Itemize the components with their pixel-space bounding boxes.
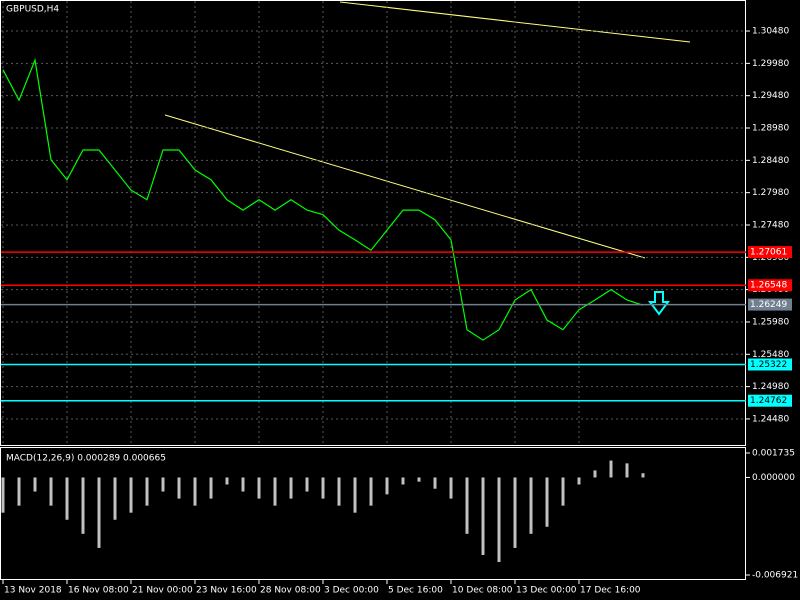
macd-bar: [65, 477, 69, 520]
macd-bar: [337, 477, 341, 506]
level-label-box: [748, 358, 792, 371]
y-tick-label: 1.27480: [752, 220, 789, 230]
macd-bar: [321, 477, 325, 499]
macd-bar: [17, 477, 21, 506]
level-label: 1.26249: [750, 300, 787, 310]
main-panel-frame: [0, 0, 746, 446]
macd-bar: [433, 477, 437, 489]
macd-bar: [273, 477, 277, 506]
y-tick-label: 0.000000: [752, 473, 795, 483]
y-tick-label: 1.25480: [752, 350, 789, 360]
x-tick-label: 17 Dec 16:00: [580, 586, 641, 596]
x-tick-label: 13 Dec 00:00: [516, 586, 577, 596]
x-tick-label: 3 Dec 00:00: [324, 586, 379, 596]
sell-arrow: [648, 291, 670, 316]
macd-panel-frame: [0, 447, 746, 580]
y-tick-label: 1.28980: [752, 124, 789, 134]
level-label: 1.26548: [750, 281, 787, 291]
macd-bar: [257, 477, 261, 499]
x-tick-label: 16 Nov 08:00: [68, 586, 129, 596]
y-tick-label: 1.28480: [752, 156, 789, 166]
macd-bar: [465, 477, 469, 534]
y-tick-label: -0.006921: [752, 571, 798, 581]
macd-bar: [1, 477, 5, 513]
price-line: [2, 57, 644, 341]
x-tick-label: 10 Dec 08:00: [452, 586, 513, 596]
x-tick-label: 13 Nov 2018: [4, 586, 62, 596]
macd-bar: [97, 477, 101, 548]
macd-bar: [529, 477, 533, 534]
x-tick-label: 21 Nov 00:00: [132, 586, 193, 596]
macd-bar: [129, 477, 133, 513]
level-label-box: [748, 394, 792, 407]
macd-bar: [641, 473, 645, 478]
macd-bar: [225, 477, 229, 485]
macd-bar: [481, 477, 485, 555]
macd-bar: [193, 477, 197, 506]
y-tick-label: 1.29480: [752, 91, 789, 101]
y-tick-label: 1.24480: [752, 414, 789, 424]
macd-bar: [209, 477, 213, 499]
macd-bar: [545, 477, 549, 527]
macd-bar: [625, 463, 629, 478]
macd-bar: [81, 477, 85, 534]
y-tick-label: 0.001735: [752, 449, 795, 459]
macd-bar: [145, 477, 149, 506]
y-tick-label: 1.30480: [752, 27, 789, 37]
macd-bar: [385, 477, 389, 495]
trend-line: [164, 114, 646, 259]
macd-bar: [289, 477, 293, 499]
macd-bar: [417, 477, 421, 482]
macd-bar: [241, 477, 245, 492]
macd-bar: [401, 477, 405, 485]
level-label-box: [748, 298, 792, 311]
macd-bar: [497, 477, 501, 563]
level-label: 1.25322: [750, 360, 787, 370]
macd-bar: [33, 477, 37, 492]
macd-bar: [577, 477, 581, 485]
level-label: 1.27061: [750, 248, 787, 258]
y-tick-label: 1.29980: [752, 59, 789, 69]
level-label-box: [748, 246, 792, 259]
macd-bar: [449, 477, 453, 499]
macd-bar: [305, 477, 309, 492]
y-tick-label: 1.24980: [752, 382, 789, 392]
macd-bar: [49, 477, 53, 506]
y-tick-label: 1.25980: [752, 317, 789, 327]
macd-bar: [561, 477, 565, 506]
macd-bar: [161, 477, 165, 492]
x-tick-label: 23 Nov 16:00: [196, 586, 257, 596]
macd-bar: [369, 477, 373, 506]
x-tick-label: 28 Nov 08:00: [260, 586, 321, 596]
macd-bar: [113, 477, 117, 520]
macd-bar: [513, 477, 517, 548]
macd-bar: [593, 470, 597, 478]
macd-label: MACD(12,26,9) 0.000289 0.000665: [6, 454, 166, 464]
y-tick-label: 1.27980: [752, 188, 789, 198]
macd-bar: [609, 460, 613, 478]
macd-bar: [177, 477, 181, 499]
symbol-label: GBPUSD,H4: [6, 5, 59, 15]
x-tick-label: 5 Dec 16:00: [388, 586, 443, 596]
level-label-box: [748, 279, 792, 292]
level-label: 1.24762: [750, 396, 787, 406]
macd-bar: [353, 477, 357, 513]
